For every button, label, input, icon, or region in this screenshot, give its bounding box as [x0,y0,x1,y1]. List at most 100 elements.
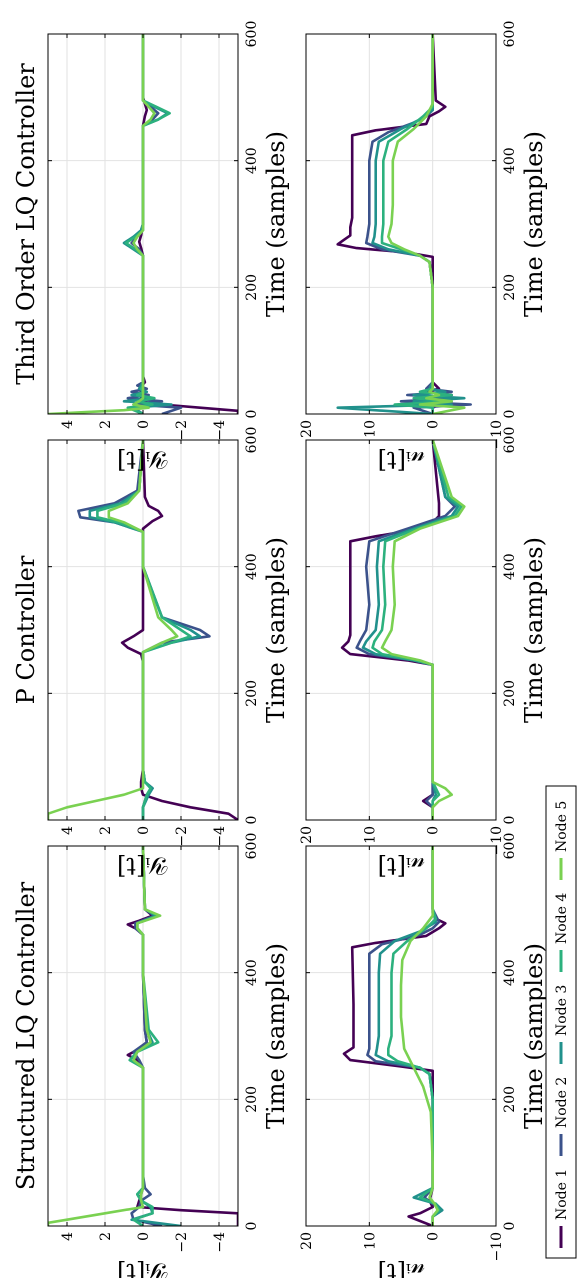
panel-3: 0 200 400 600 −4 −2 0 2 4 Time (samples) 𝒴ᵢ[t] Thir… [12,21,290,474]
x-tick-label: 600 [502,833,518,860]
x-tick-label: 600 [502,21,518,48]
y-tick-label: 0 [426,1232,442,1241]
x-tick-label: 0 [502,410,518,419]
x-tick-label: 400 [502,959,518,986]
x-tick-label: 0 [244,1222,260,1231]
x-tick-label: 200 [502,1086,518,1113]
x-axis-label: Time (samples) [262,943,290,1129]
x-tick-label: 400 [244,147,260,174]
series-line-node-1 [342,846,447,1226]
y-tick-label: −2 [174,420,190,441]
series-line-node-4 [371,440,463,820]
plot-frame [305,439,497,821]
y-tick-label: 20 [299,1232,315,1250]
y-tick-label: 20 [299,826,315,844]
x-axis-label: Time (samples) [262,537,290,723]
y-tick-label: 0 [136,1232,152,1241]
series-line-node-2 [355,440,457,820]
x-tick-label: 600 [244,21,260,48]
y-tick-label: 2 [98,1232,114,1241]
y-tick-label: −2 [174,826,190,847]
legend-label: Node 2 [554,1077,570,1128]
y-tick-label: −4 [212,420,228,441]
legend-label: Node 3 [554,985,570,1036]
panel-title: Third Order LQ Controller [12,63,40,385]
x-axis-label: Time (samples) [262,131,290,317]
y-tick-label: 4 [60,1232,76,1241]
series-line-node-2 [126,34,183,414]
y-axis-label: 𝓊ᵢ[t] [378,1258,425,1278]
x-tick-label: 200 [502,274,518,301]
y-tick-label: 10 [362,1232,378,1250]
series-line-node-1 [336,34,454,414]
y-tick-label: 10 [362,420,378,438]
y-tick-label: 0 [136,420,152,429]
series-line-node-4 [386,846,441,1226]
series-line-node-3 [122,34,173,414]
plot-frame [305,33,497,415]
y-tick-label: 10 [362,826,378,844]
x-tick-label: 400 [502,553,518,580]
legend: Node 1 Node 2 Node 3 Node 4 Node 5 [545,785,577,1259]
series-line-node-5 [48,440,179,820]
y-tick-label: 0 [136,826,152,835]
panel-1: 0 200 400 600 −4 −2 0 2 4 Time (samples) 𝒴ᵢ[t] Stru… [12,833,290,1278]
x-tick-label: 400 [244,959,260,986]
plot-frame [305,845,497,1227]
y-tick-label: −4 [212,826,228,847]
y-tick-label: −10 [489,420,505,450]
y-tick-label: 0 [426,826,442,835]
y-tick-label: −4 [212,1232,228,1253]
y-tick-label: 2 [98,826,114,835]
x-tick-label: 0 [502,1222,518,1231]
y-axis-label: 𝒴ᵢ[t] [117,1258,169,1278]
y-tick-label: 2 [98,420,114,429]
y-axis-label: 𝒴ᵢ[t] [117,852,169,880]
series-line-node-4 [96,440,192,820]
x-tick-label: 200 [244,1086,260,1113]
x-tick-label: 0 [244,816,260,825]
series-line-node-5 [48,34,156,414]
y-tick-label: −10 [489,826,505,856]
series-line-node-1 [120,440,238,820]
y-tick-label: 4 [60,826,76,835]
series-line-node-3 [336,34,466,414]
series-line-node-5 [48,846,162,1226]
x-tick-label: 600 [502,427,518,454]
panel-title: P Controller [12,555,40,704]
y-axis-label: 𝓊ᵢ[t] [378,852,425,880]
x-tick-label: 600 [244,427,260,454]
x-axis-label: Time (samples) [520,943,548,1129]
series-line-node-3 [130,846,182,1226]
legend-box [545,785,577,1259]
series-line-node-3 [361,440,460,820]
x-tick-label: 0 [244,410,260,419]
series-line-node-5 [399,846,440,1226]
y-tick-label: 0 [426,420,442,429]
legend-label: Node 4 [554,893,570,944]
legend-label: Node 5 [554,801,570,852]
x-tick-label: 600 [244,833,260,860]
x-axis-label: Time (samples) [520,537,548,723]
x-tick-label: 400 [502,147,518,174]
series-line-node-4 [124,34,171,414]
x-tick-label: 200 [244,680,260,707]
y-axis-label: 𝒴ᵢ[t] [117,446,169,474]
y-axis-label: 𝓊ᵢ[t] [378,446,425,474]
y-tick-label: −10 [489,1232,505,1262]
x-axis-label: Time (samples) [520,131,548,317]
x-tick-label: 200 [502,680,518,707]
y-tick-label: −2 [174,1232,190,1253]
series-line-node-1 [137,34,238,414]
x-tick-label: 0 [502,816,518,825]
x-tick-label: 200 [244,274,260,301]
series-line-node-5 [380,440,466,820]
panel-title: Structured LQ Controller [12,881,40,1190]
y-tick-label: 20 [299,420,315,438]
